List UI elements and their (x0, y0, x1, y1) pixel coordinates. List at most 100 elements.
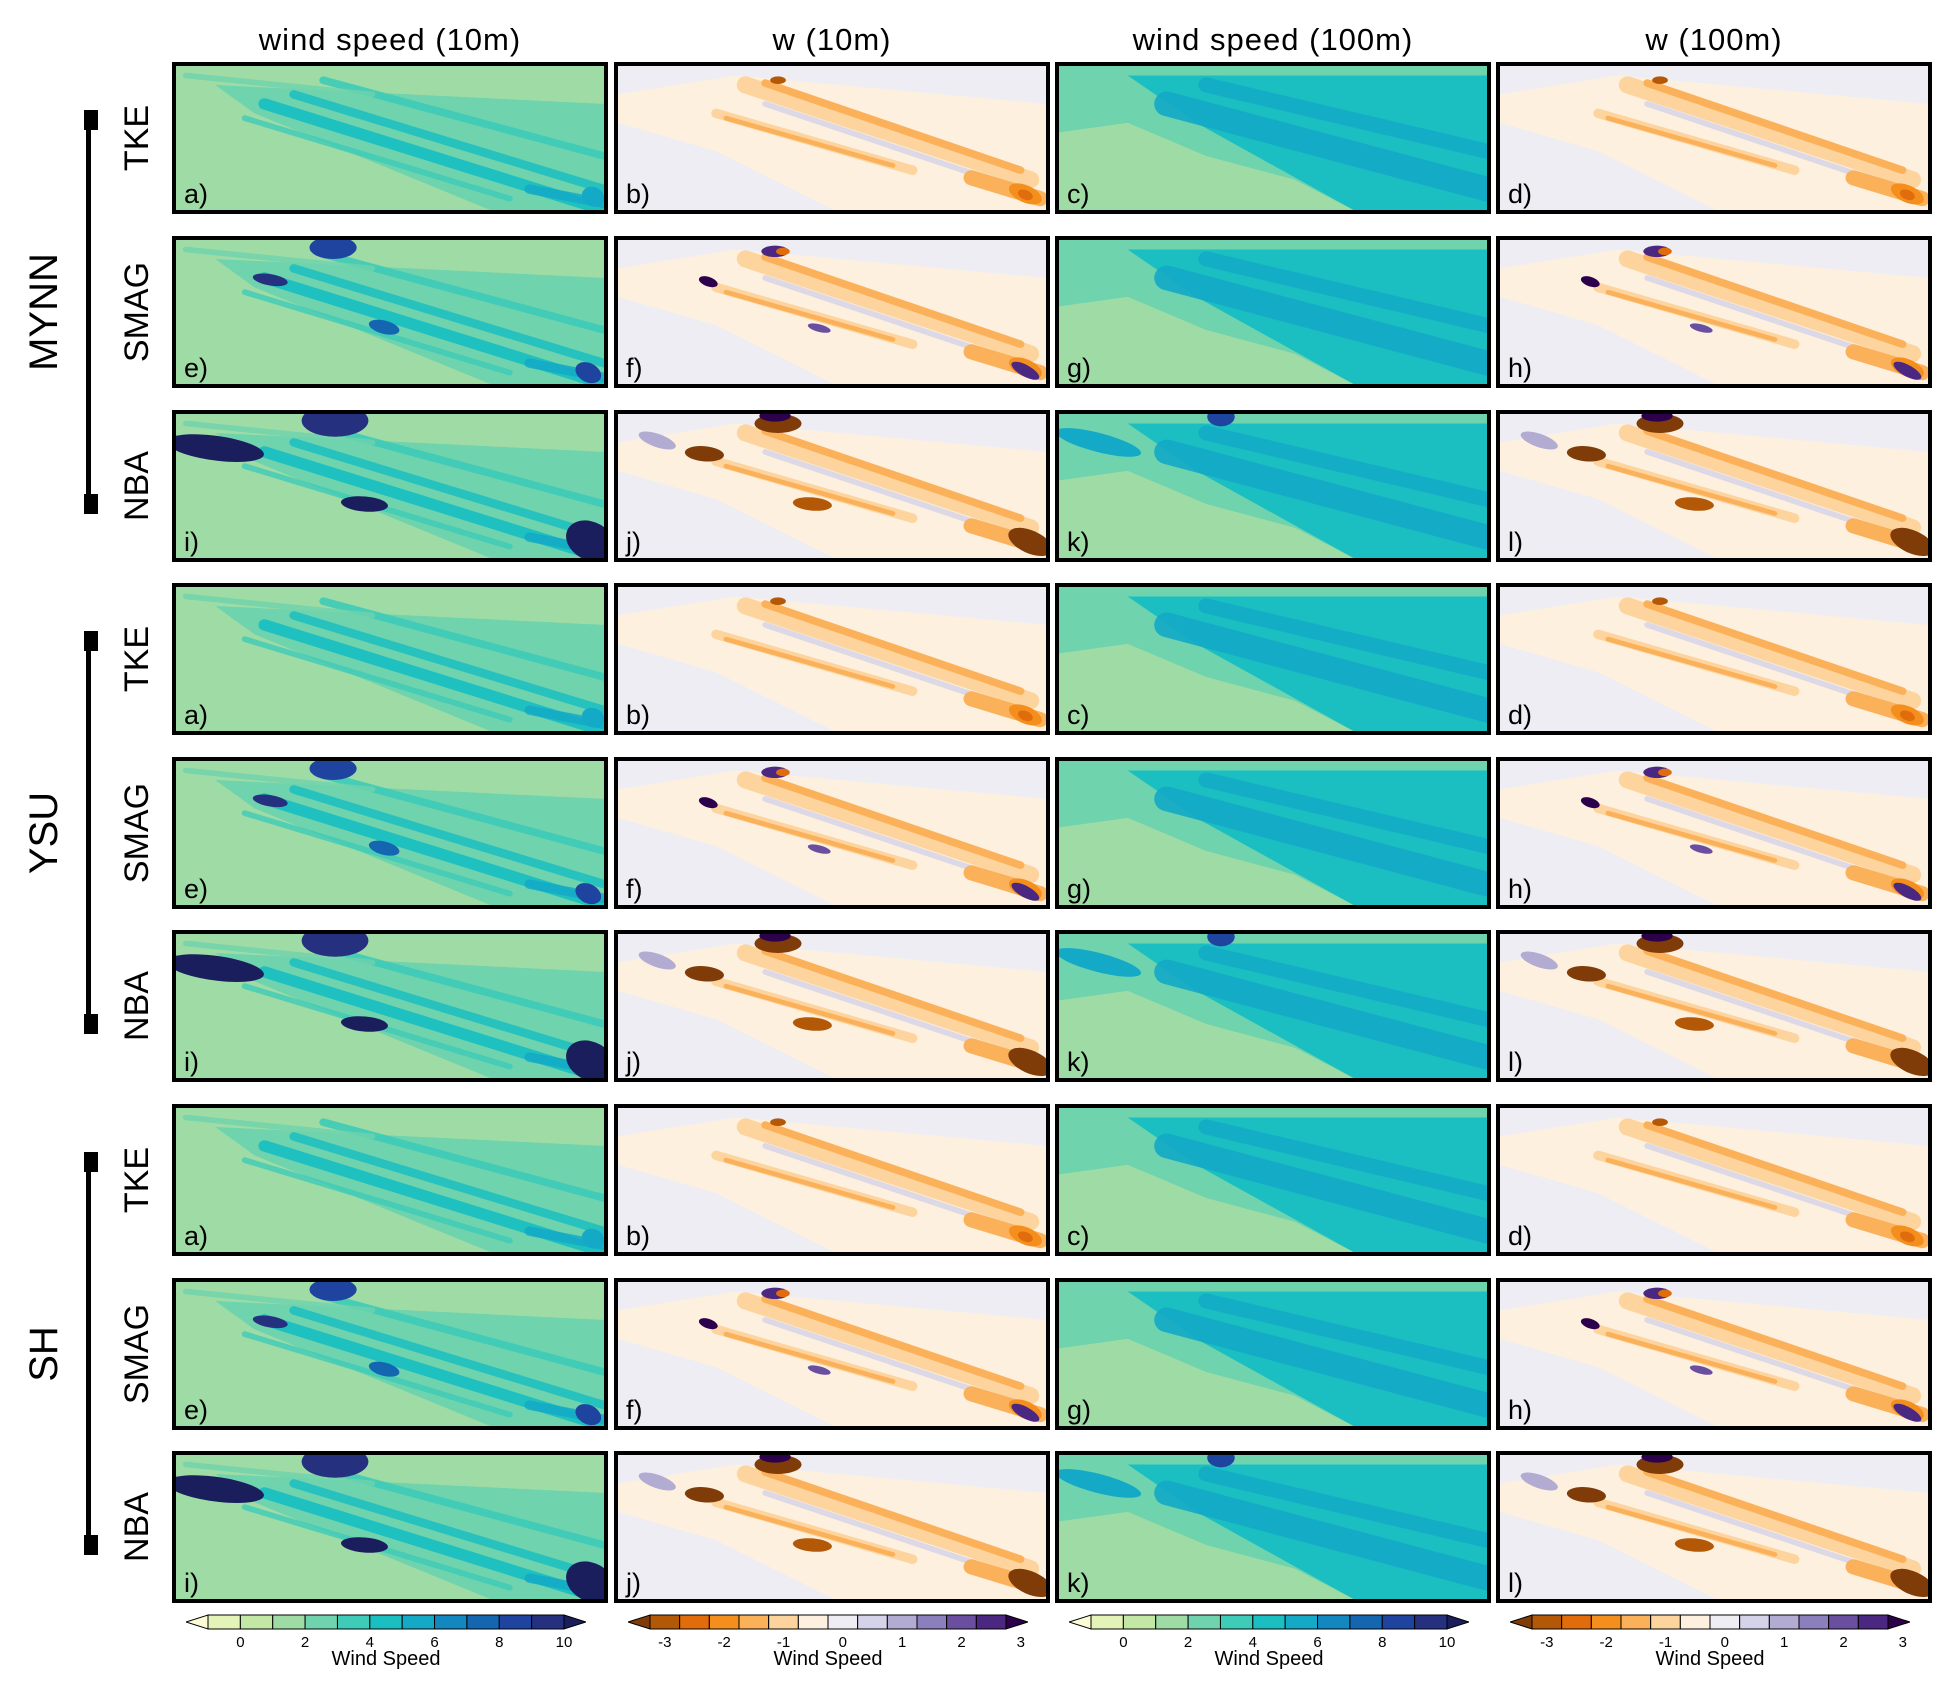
field-band (1605, 636, 1778, 689)
colorbar: -3 -2 -1 0 1 2 3 Wind Speed (1510, 1614, 1910, 1674)
field-region (1059, 296, 1354, 384)
field-band (1643, 774, 1907, 869)
panel: c) (1055, 1104, 1491, 1256)
field-blob (309, 240, 357, 259)
panel: b) (614, 1104, 1050, 1256)
colorbar-segment (369, 1614, 403, 1630)
panel: g) (1055, 1278, 1491, 1430)
field-band (241, 115, 513, 202)
field-blob (301, 414, 369, 437)
field-band (241, 1331, 513, 1418)
panel: j) (614, 1451, 1050, 1603)
field-blob (1207, 934, 1235, 947)
field-band (289, 438, 604, 542)
colorbar-segment (1155, 1614, 1189, 1630)
field-band (1644, 796, 1876, 878)
colorbar-tick-label: 6 (1313, 1634, 1322, 1651)
field-region (1500, 817, 1716, 905)
colorbar-segment (1252, 1614, 1286, 1630)
panel-letter: c) (1067, 700, 1090, 730)
field-region (1500, 470, 1716, 558)
field-band (1644, 1490, 1876, 1572)
field-blob (1520, 951, 1558, 970)
field-blob (1893, 882, 1922, 901)
field-band (289, 958, 604, 1062)
colorbar-tick-label: 2 (1183, 1634, 1193, 1651)
field-blob (309, 1282, 357, 1301)
colorbar-tick-label: -3 (658, 1634, 672, 1651)
field-blob (1652, 597, 1668, 605)
colorbar-tick-label: 3 (1898, 1634, 1907, 1651)
panel-letter: l) (1508, 1047, 1523, 1077)
field-band (761, 774, 1025, 869)
colorbar-tick-label: 8 (1378, 1634, 1387, 1651)
field-region (1500, 240, 1928, 278)
contour-field (1059, 1108, 1487, 1252)
field-band (736, 944, 1040, 1057)
field-band (761, 600, 1025, 695)
field-band (736, 424, 1040, 537)
panel: a) (172, 62, 608, 214)
colorbar-tick-label: -3 (1540, 1634, 1554, 1651)
field-blob (581, 707, 604, 728)
panel: j) (614, 410, 1050, 562)
panel-letter: h) (1508, 353, 1533, 383)
field-band (723, 115, 896, 168)
field-region (1500, 761, 1928, 799)
panel-letter: i) (184, 1047, 199, 1077)
field-blob (1641, 934, 1673, 942)
field-band (1154, 1307, 1487, 1418)
colorbar-segment (1317, 1614, 1351, 1630)
bracket-end (84, 1152, 98, 1172)
panel: k) (1055, 410, 1491, 562)
field-blob (1059, 428, 1142, 457)
panel-letter: k) (1067, 527, 1090, 557)
field-band (736, 250, 1040, 363)
panel: f) (614, 236, 1050, 388)
field-region (1059, 122, 1354, 210)
field-band (762, 275, 994, 357)
contour-field (176, 414, 604, 558)
colorbar-tick-label: -2 (1599, 1634, 1613, 1651)
field-region (1500, 643, 1716, 731)
row-label: NBA (118, 1492, 156, 1562)
colorbar-segment (1620, 1614, 1652, 1630)
panel: h) (1496, 236, 1932, 388)
field-band (762, 449, 994, 531)
field-region (1059, 470, 1354, 558)
field-blob (340, 1537, 388, 1553)
panel: j) (614, 930, 1050, 1082)
field-band (289, 1306, 604, 1410)
field-band (1198, 1466, 1487, 1548)
field-band (761, 1295, 1025, 1390)
panel: g) (1055, 236, 1491, 388)
field-blob (1207, 414, 1235, 427)
panel: l) (1496, 930, 1932, 1082)
field-blob (252, 273, 288, 287)
contour-field (1500, 761, 1928, 905)
field-band (1618, 76, 1922, 189)
field-band (182, 72, 376, 98)
field-band (182, 1461, 376, 1487)
contour-field (1059, 240, 1487, 384)
field-blob (566, 1040, 604, 1078)
contour-field (176, 587, 604, 731)
contour-field (618, 1282, 1046, 1426)
colorbar-segment (768, 1614, 799, 1630)
field-region (1500, 414, 1928, 452)
field-region (618, 1338, 834, 1426)
field-region (1059, 643, 1354, 731)
colorbar-title: Wind Speed (1655, 1648, 1765, 1670)
field-band (1605, 1504, 1778, 1557)
panel: h) (1496, 1278, 1932, 1430)
field-band (1198, 1119, 1487, 1201)
field-region (1059, 990, 1354, 1078)
panel: b) (614, 583, 1050, 735)
field-band (182, 593, 376, 619)
colorbar-tick-label: -1 (1658, 1634, 1673, 1651)
colorbar-tick-label: -1 (776, 1634, 791, 1651)
panel: i) (172, 410, 608, 562)
field-blob (301, 934, 369, 957)
contour-field (618, 1108, 1046, 1252)
panel-letter: e) (184, 874, 209, 904)
